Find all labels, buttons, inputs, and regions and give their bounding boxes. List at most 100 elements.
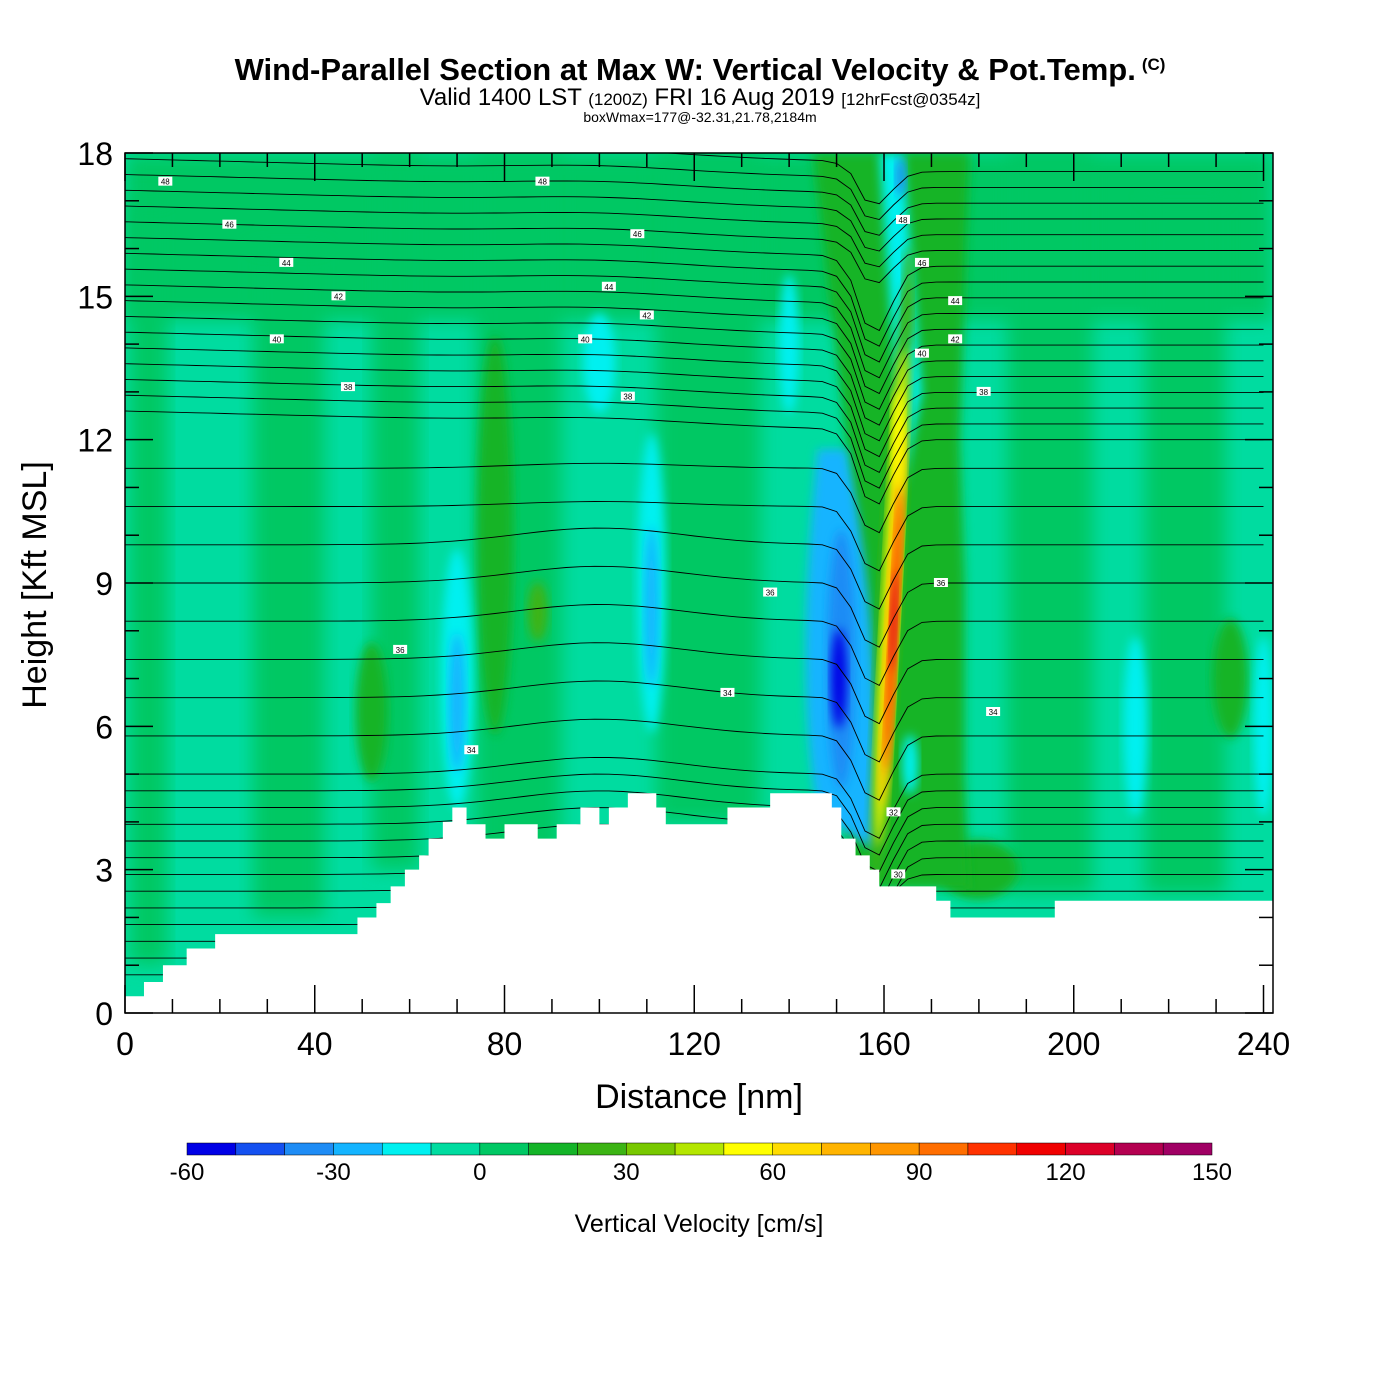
colorbar-swatch (577, 1142, 627, 1156)
updraft-moderate-d (1212, 618, 1249, 739)
theta-contour (125, 268, 1264, 363)
chart-subtitle: Valid 1400 LST (1200Z) FRI 16 Aug 2019 [… (0, 84, 1400, 112)
contour-label-text: 36 (936, 579, 945, 588)
contour-label-text: 38 (979, 388, 988, 397)
theta-contour (125, 604, 1264, 687)
colorbar-swatch (723, 1142, 773, 1156)
theta-contour (125, 300, 1264, 395)
contour-label-text: 48 (161, 178, 170, 187)
contour-label-text: 46 (918, 259, 927, 268)
colorbar-tick-label: 120 (1046, 1159, 1086, 1186)
updraft-core-max (890, 571, 897, 672)
contour-label-text: 46 (225, 221, 234, 230)
valid-time: Valid 1400 LST (419, 84, 582, 111)
theta-contour (125, 642, 1264, 725)
contour-label: 34 (464, 745, 479, 755)
theta-contour (125, 205, 1264, 268)
x-tick-label: 80 (487, 1026, 523, 1062)
colorbar-swatch (918, 1142, 969, 1156)
contour-label: 38 (976, 386, 991, 397)
contour-labels: 48 46 44 42 40 38 48 46 44 42 40 38 36 34 36 34 48 46 44 42… (158, 176, 1001, 879)
contour-label: 44 (601, 281, 616, 292)
contour-label-text: 48 (899, 216, 908, 225)
contour-label-text: 36 (766, 589, 775, 598)
theta-contour (125, 410, 1264, 505)
theta-contour (125, 718, 1264, 801)
contour-label: 44 (279, 257, 294, 268)
downdraft-upper-core (895, 156, 906, 197)
colorbar-swatch (186, 1142, 237, 1156)
copyright-mark: (C) (1141, 55, 1166, 74)
y-tick-label: 3 (95, 853, 113, 889)
updraft-upper-yellow (892, 389, 905, 490)
contour-label: 42 (331, 291, 346, 301)
valid-utc: (1200Z) (588, 90, 648, 109)
contour-label: 32 (886, 807, 901, 817)
y-tick-label: 9 (95, 566, 113, 602)
x-tick-label: 200 (1047, 1026, 1100, 1062)
x-tick-label: 120 (668, 1026, 721, 1062)
theta-contour (125, 237, 1264, 332)
contour-label-text: 48 (538, 178, 547, 187)
contour-label: 46 (630, 229, 645, 239)
contour-label: 36 (933, 578, 948, 588)
x-tick-label: 0 (116, 1026, 134, 1062)
colorbar-swatch (674, 1142, 725, 1156)
colorbar-swatch (870, 1142, 920, 1156)
theta-contour (125, 379, 1264, 474)
contour-label: 42 (948, 334, 963, 344)
contour-label-text: 32 (889, 808, 898, 817)
theta-contour (125, 394, 1264, 489)
contour-label: 38 (620, 391, 635, 402)
contour-label-text: 40 (918, 350, 927, 359)
theta-contour (125, 807, 1264, 890)
contour-label-text: 46 (633, 230, 642, 239)
colorbar-swatch (1162, 1142, 1213, 1156)
contour-label-text: 30 (894, 870, 903, 879)
colorbar-swatch (821, 1142, 871, 1156)
colorbar-swatch (1016, 1142, 1066, 1156)
contour-label: 46 (222, 219, 237, 230)
colorbar-tick-label: 60 (759, 1159, 786, 1186)
contour-label-text: 42 (642, 311, 651, 320)
theta-contour (125, 773, 1264, 856)
theta-contour (125, 284, 1264, 379)
y-tick-label: 12 (77, 423, 113, 459)
theta-contour (125, 565, 1264, 648)
contour-label: 36 (393, 644, 408, 655)
contour-label: 40 (578, 334, 593, 344)
chart-title: Wind-Parallel Section at Max W: Vertical… (0, 52, 1400, 88)
theta-contour (125, 462, 1264, 534)
box-wmax-info: boxWmax=177@-32.31,21.78,2184m (583, 109, 817, 125)
theta-contour (125, 790, 1264, 873)
downdraft-mod-b (644, 526, 659, 687)
contour-label-text: 34 (989, 708, 998, 717)
theta-contour (125, 331, 1264, 426)
colorbar-tick-label: 90 (906, 1159, 933, 1186)
contour-label: 40 (914, 348, 929, 359)
colorbar-swatch (333, 1142, 383, 1156)
contour-label: 42 (639, 310, 654, 320)
theta-contour (125, 252, 1264, 347)
colorbar-swatch (235, 1142, 285, 1156)
contour-label: 34 (986, 707, 1001, 717)
x-axis: 0 40 80 120 160 200 240 (116, 153, 1290, 1062)
updraft-weak-col4 (656, 153, 761, 822)
x-tick-label: 160 (857, 1026, 910, 1062)
updraft-upper-wisp (902, 246, 913, 347)
theta-contour (125, 347, 1264, 442)
updraft-weak-col6 (1144, 200, 1226, 894)
contour-label-text: 44 (951, 297, 960, 306)
contour-label-text: 44 (604, 283, 613, 292)
contour-label: 48 (895, 214, 910, 225)
x-tick-label: 40 (297, 1026, 333, 1062)
contour-label-text: 40 (272, 335, 281, 344)
contour-label-text: 34 (467, 746, 476, 755)
contour-label: 40 (269, 334, 284, 344)
updraft-moderate-b (355, 642, 388, 782)
contour-label-text: 36 (396, 646, 405, 655)
contour-label-text: 42 (951, 335, 960, 344)
theta-contour (125, 680, 1264, 763)
colorbar-swatch (479, 1142, 529, 1156)
